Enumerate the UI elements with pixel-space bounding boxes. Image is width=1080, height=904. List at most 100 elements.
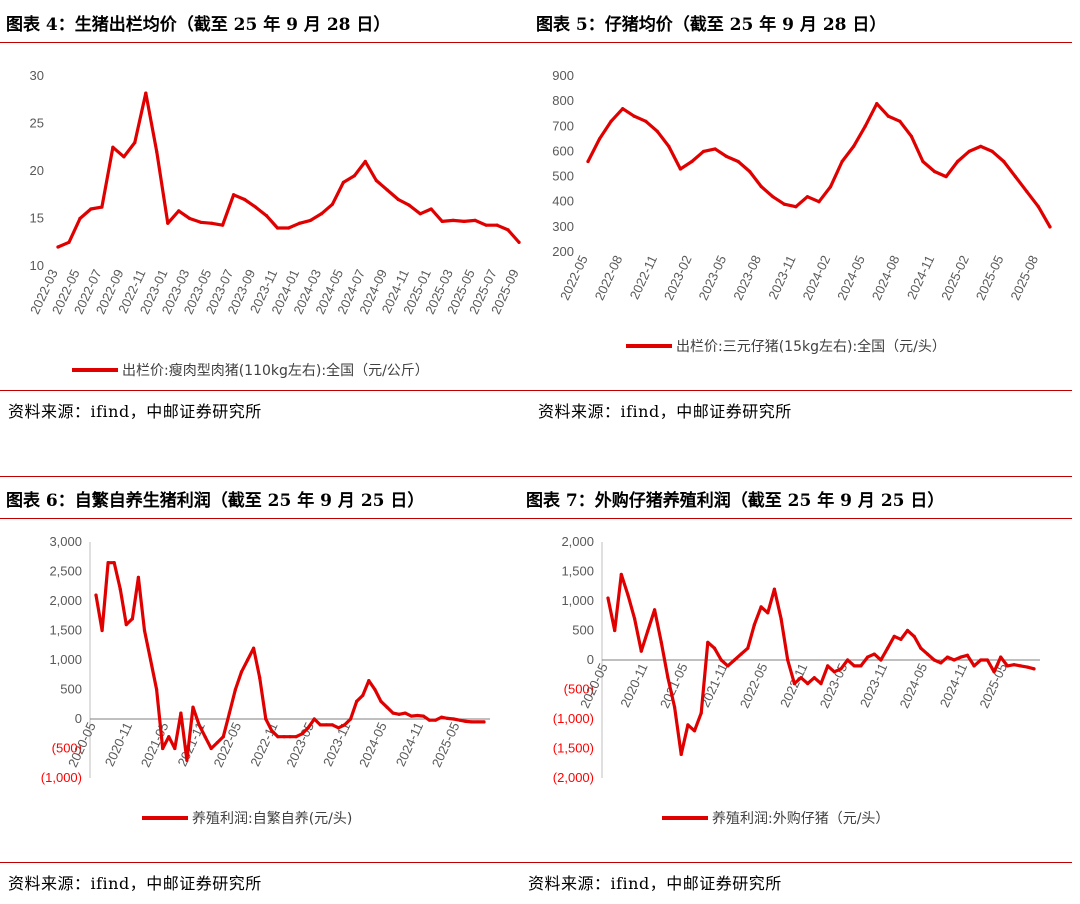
data-point [124, 623, 128, 627]
data-point [407, 203, 411, 207]
data-point [319, 212, 324, 216]
x-tick-label: 2023-05 [283, 720, 317, 770]
y-tick-label: 300 [552, 219, 574, 234]
y-tick-label: 3,000 [49, 534, 82, 549]
data-point [609, 119, 613, 123]
title-rule-4 [0, 42, 530, 43]
data-point [482, 720, 486, 724]
data-point [100, 628, 104, 633]
y-tick-label: (500) [564, 682, 594, 697]
data-point [967, 149, 971, 154]
data-point [748, 169, 752, 174]
data-point [925, 652, 930, 656]
data-point [782, 202, 786, 206]
x-tick-label: 2025-08 [1007, 253, 1041, 303]
data-point [1012, 663, 1016, 667]
x-tick-label: 2024-11 [393, 720, 426, 769]
data-point [759, 605, 763, 609]
data-point [177, 209, 181, 213]
data-point [136, 575, 141, 579]
data-point [771, 195, 775, 199]
data-point [586, 159, 590, 164]
data-point [446, 716, 450, 721]
y-tick-label: 200 [552, 244, 574, 259]
chart-panel-6: 图表 6：自繁自养生猪利润（截至 25 年 9 月 25 日） (1,000)(… [0, 476, 520, 904]
data-point [100, 205, 104, 209]
data-point [817, 200, 821, 204]
title-top-rule-6 [0, 476, 520, 477]
data-point [197, 723, 201, 727]
data-point [144, 91, 148, 95]
y-tick-label: 500 [572, 623, 594, 638]
data-point [1019, 664, 1023, 668]
data-point [94, 593, 98, 597]
data-point [945, 655, 950, 659]
data-point [122, 155, 126, 159]
title-top-rule-7 [520, 476, 1072, 477]
data-point [421, 714, 425, 718]
x-tick-label: 2023-02 [661, 253, 695, 303]
data-point [396, 197, 400, 202]
data-point [288, 735, 292, 739]
data-point [215, 741, 219, 745]
data-point [433, 718, 438, 722]
x-tick-label: 2023-05 [817, 661, 851, 711]
data-point [484, 223, 488, 227]
data-point [440, 219, 444, 223]
data-point [812, 676, 816, 680]
data-point [275, 226, 280, 230]
data-point [373, 687, 377, 692]
data-point [473, 218, 477, 222]
data-point [495, 223, 499, 227]
y-tick-label: 1,000 [561, 593, 594, 608]
data-point [245, 658, 250, 662]
data-point [67, 240, 71, 244]
data-point [258, 676, 262, 680]
data-point [659, 640, 663, 644]
data-point [819, 682, 823, 686]
y-tick-label: 500 [60, 682, 82, 697]
data-point [666, 676, 670, 680]
data-point [341, 180, 345, 184]
data-point [667, 144, 671, 148]
data-point [403, 711, 407, 715]
data-point [794, 205, 798, 209]
data-point [210, 221, 214, 225]
data-point [242, 197, 247, 202]
data-point [899, 637, 903, 641]
data-point [759, 185, 763, 189]
data-point [330, 723, 335, 727]
data-point [633, 617, 637, 621]
data-point [626, 593, 630, 597]
data-point [919, 646, 923, 650]
data-point [792, 682, 796, 686]
y-tick-label: (1,500) [553, 741, 594, 756]
data-point [646, 628, 650, 633]
data-point [294, 735, 298, 739]
data-point [990, 149, 994, 154]
data-point [852, 144, 856, 148]
data-point [330, 202, 335, 206]
data-point [324, 723, 328, 727]
y-tick-label: 1,000 [49, 652, 82, 667]
x-tick-label: 2024-05 [896, 661, 930, 711]
data-point [462, 219, 466, 223]
data-point [939, 661, 943, 665]
title-rule-6 [0, 518, 520, 519]
source-rule-7 [520, 862, 1072, 863]
data-point [921, 159, 925, 164]
data-point [506, 228, 510, 232]
data-point [1032, 667, 1036, 671]
data-point [1025, 190, 1029, 194]
x-tick-label: 2024-05 [356, 720, 390, 770]
data-point [779, 617, 783, 621]
data-point [726, 664, 730, 668]
y-tick-label: 30 [30, 68, 44, 83]
data-point [106, 561, 110, 565]
data-point [944, 174, 948, 179]
x-tick-label: 2020-11 [102, 720, 135, 769]
x-tick-label: 2022-11 [247, 720, 280, 769]
data-point [312, 717, 316, 721]
x-tick-label: 2025-02 [938, 253, 972, 303]
data-point [221, 735, 225, 739]
